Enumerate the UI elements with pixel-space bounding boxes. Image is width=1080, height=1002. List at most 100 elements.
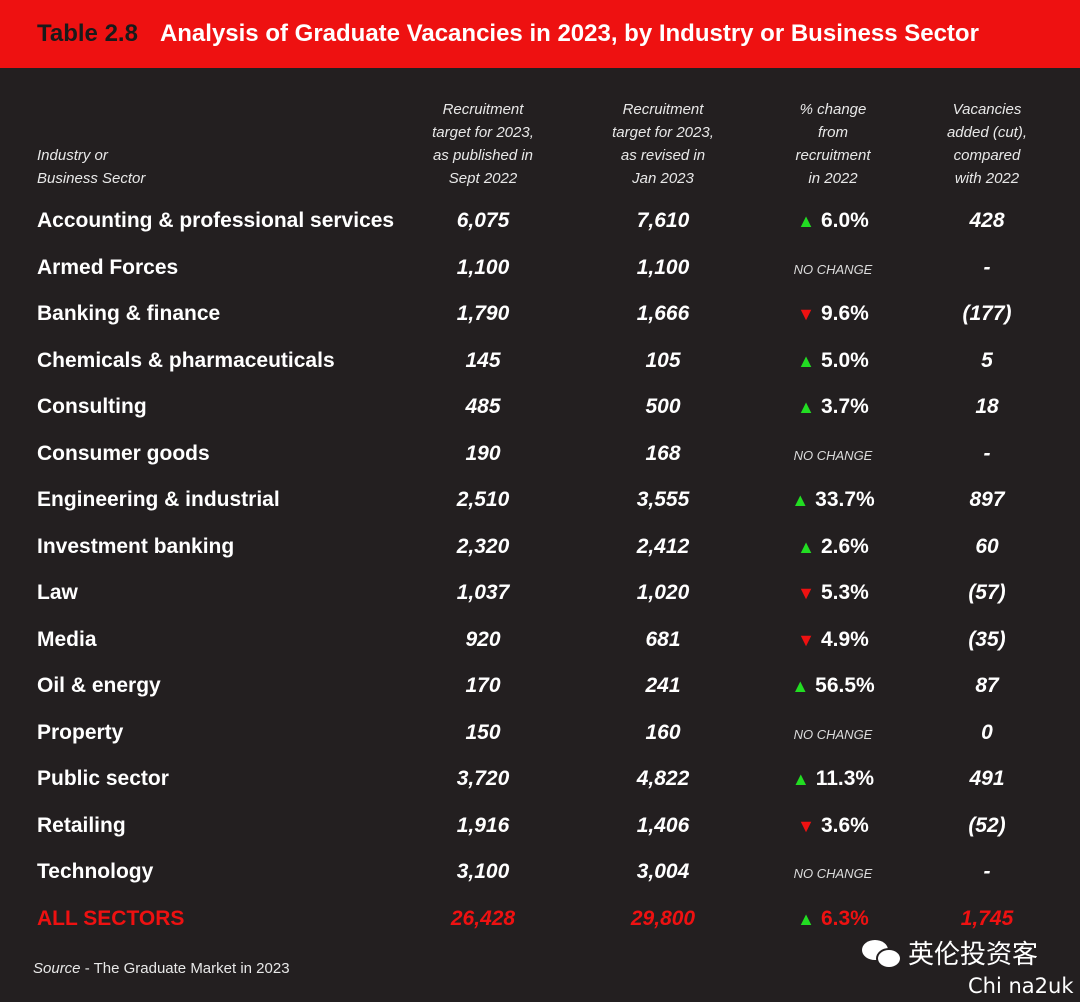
published-cell: 170: [465, 674, 501, 697]
sector-cell: Chemicals & pharmaceuticals: [37, 348, 335, 372]
table-row: Consulting 485 500 ▲ 3.7% 18: [0, 384, 1080, 431]
change-value: 6.0%: [820, 209, 869, 232]
total-row: ALL SECTORS 26,428 29,800 ▲ 6.3% 1,745: [0, 896, 1080, 943]
added-cell: (35): [968, 627, 1006, 651]
triangle-down-icon: ▼: [797, 629, 815, 650]
added-cell: 60: [975, 534, 999, 558]
sector-cell: Investment banking: [37, 534, 235, 558]
sector-cell: Armed Forces: [37, 255, 179, 279]
triangle-up-icon: ▲: [791, 769, 810, 789]
watermark: 英伦投资客: [862, 934, 1038, 971]
header-revised: Recruitment target for 2023, as revised …: [593, 98, 733, 190]
revised-cell: 168: [645, 441, 681, 465]
revised-cell: 1,100: [636, 255, 690, 279]
header-added-line: added (cut),: [946, 124, 1028, 141]
added-cell: 897: [969, 488, 1005, 511]
triangle-up-icon: ▲: [797, 536, 815, 557]
table-row: Armed Forces 1,100 1,100 NO CHANGE -: [0, 245, 1080, 292]
sector-cell: ALL SECTORS: [37, 906, 185, 930]
header-added: Vacancies added (cut), compared with 202…: [917, 98, 1057, 190]
header-sector-line: Business Sector: [37, 170, 146, 187]
header-published-line: Sept 2022: [448, 170, 518, 187]
revised-cell: 105: [645, 348, 681, 372]
table-row: Banking & finance 1,790 1,666 ▼ 9.6% (177): [0, 291, 1080, 338]
header-published-line: target for 2023,: [432, 124, 534, 141]
revised-cell: 160: [645, 720, 681, 744]
sector-cell: Public sector: [37, 767, 169, 790]
added-cell: 1,745: [960, 906, 1014, 930]
table-row: Public sector 3,720 4,822 ▲ 11.3% 491: [0, 756, 1080, 803]
triangle-up-icon: ▲: [797, 211, 815, 231]
table-row: Technology 3,100 3,004 NO CHANGE -: [0, 849, 1080, 896]
published-cell: 920: [465, 627, 501, 651]
sector-cell: Accounting & professional services: [37, 209, 395, 232]
change-cell: NO CHANGE: [753, 710, 913, 757]
revised-cell: 4,822: [636, 767, 690, 790]
added-cell: -: [983, 860, 991, 883]
change-value: 3.7%: [820, 395, 869, 418]
table-row: Media 920 681 ▼ 4.9% (35): [0, 617, 1080, 664]
triangle-up-icon: ▲: [791, 676, 810, 696]
header-added-line: Vacancies: [952, 101, 1022, 118]
change-cell: NO CHANGE: [753, 431, 913, 478]
added-cell: 87: [975, 674, 999, 697]
change-cell: ▲ 6.3%: [753, 896, 913, 943]
added-cell: 0: [981, 720, 993, 744]
change-cell: ▲ 56.5%: [753, 663, 913, 710]
revised-cell: 3,004: [636, 860, 690, 883]
change-value: 9.6%: [820, 302, 869, 325]
revised-cell: 241: [645, 674, 681, 697]
change-cell: ▲ 5.0%: [753, 338, 913, 385]
table-row: Law 1,037 1,020 ▼ 5.3% (57): [0, 570, 1080, 617]
change-cell: ▲ 11.3%: [753, 756, 913, 803]
change-cell: ▲ 6.0%: [753, 198, 913, 245]
header-change-line: recruitment: [795, 147, 871, 164]
revised-cell: 29,800: [630, 906, 696, 930]
published-cell: 2,510: [456, 488, 510, 511]
header-revised-line: as revised in: [620, 147, 706, 164]
no-change-label: NO CHANGE: [793, 866, 873, 881]
header-published-line: Recruitment: [442, 101, 524, 118]
header-added-line: with 2022: [954, 170, 1020, 187]
header-change-line: from: [818, 124, 848, 141]
change-value: 6.3%: [820, 906, 869, 930]
added-cell: (57): [968, 581, 1006, 604]
change-value: 2.6%: [820, 534, 869, 558]
added-cell: 18: [975, 395, 999, 418]
published-cell: 26,428: [450, 906, 516, 930]
table-number: Table 2.8: [37, 20, 138, 47]
change-value: 5.3%: [820, 581, 869, 604]
added-cell: -: [983, 255, 991, 279]
sector-cell: Technology: [37, 860, 154, 883]
published-cell: 190: [465, 441, 501, 465]
header-revised-line: Jan 2023: [632, 170, 694, 187]
no-change-label: NO CHANGE: [793, 726, 873, 742]
sector-cell: Retailing: [37, 813, 126, 837]
table-row: Chemicals & pharmaceuticals 145 105 ▲ 5.0% 5: [0, 338, 1080, 385]
change-cell: ▲ 33.7%: [753, 477, 913, 524]
revised-cell: 3,555: [636, 488, 690, 511]
added-cell: 428: [969, 209, 1005, 232]
published-cell: 150: [465, 720, 501, 744]
revised-cell: 1,406: [636, 813, 690, 837]
added-cell: (177): [962, 302, 1012, 325]
added-cell: (52): [968, 813, 1006, 837]
sector-cell: Consumer goods: [37, 441, 210, 465]
header-published-line: as published in: [432, 147, 534, 164]
no-change-label: NO CHANGE: [793, 447, 873, 463]
table-title: Analysis of Graduate Vacancies in 2023, …: [159, 20, 979, 47]
revised-cell: 7,610: [636, 209, 690, 232]
no-change-label: NO CHANGE: [793, 261, 873, 277]
triangle-up-icon: ▲: [797, 908, 815, 929]
watermark-text: 英伦投资客: [908, 940, 1039, 970]
published-cell: 1,100: [456, 255, 510, 279]
header-published: Recruitment target for 2023, as publishe…: [413, 98, 553, 190]
published-cell: 3,720: [456, 767, 510, 790]
revised-cell: 1,020: [636, 581, 690, 604]
header-sector-line: Industry or: [37, 147, 108, 164]
change-value: 33.7%: [815, 488, 875, 511]
table-body: Accounting & professional services 6,075 7…: [0, 198, 1080, 942]
source-text: - The Graduate Market in 2023: [80, 960, 290, 977]
sector-cell: Engineering & industrial: [37, 488, 280, 511]
table-row: Consumer goods 190 168 NO CHANGE -: [0, 431, 1080, 478]
